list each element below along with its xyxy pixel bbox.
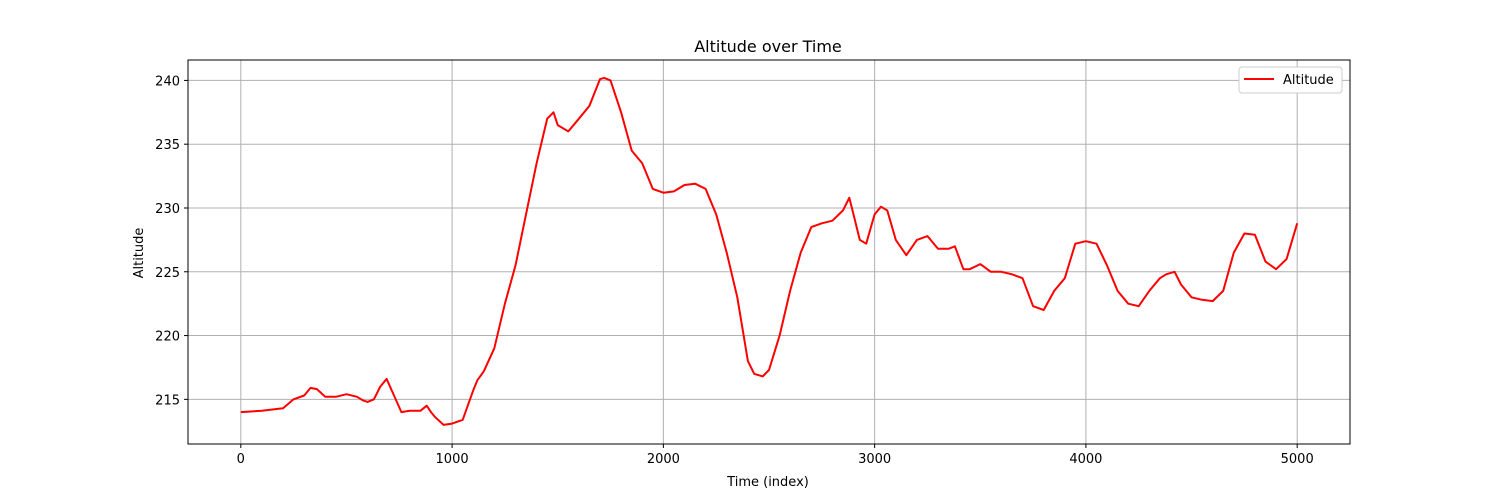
x-tick-label: 3000 (858, 452, 891, 467)
x-tick-label: 1000 (436, 452, 469, 467)
x-tick-label: 0 (237, 452, 245, 467)
legend-label: Altitude (1283, 73, 1334, 88)
y-tick-label: 215 (155, 393, 180, 408)
x-tick-label: 4000 (1069, 452, 1102, 467)
grid (188, 60, 1350, 444)
y-tick-label: 230 (155, 202, 180, 217)
y-tick-label: 220 (155, 330, 180, 345)
x-tick-label: 2000 (647, 452, 680, 467)
y-axis-label: Altitude (132, 228, 147, 279)
series-line-0 (240, 76, 1299, 426)
plot-area (240, 76, 1299, 426)
y-tick-label: 235 (155, 138, 180, 153)
chart-title: Altitude over Time (694, 37, 842, 56)
legend-box (1238, 66, 1343, 94)
legend: Altitude (1238, 66, 1343, 94)
axis-ticks: 0 1000 2000 3000 4000 5000 215 220 225 230 235 240 (155, 74, 1314, 467)
x-axis-label: Time (index) (726, 475, 809, 490)
x-tick-label: 5000 (1281, 452, 1314, 467)
plot-frame (187, 59, 1351, 445)
y-tick-label: 240 (155, 74, 180, 89)
y-tick-label: 225 (155, 266, 180, 281)
